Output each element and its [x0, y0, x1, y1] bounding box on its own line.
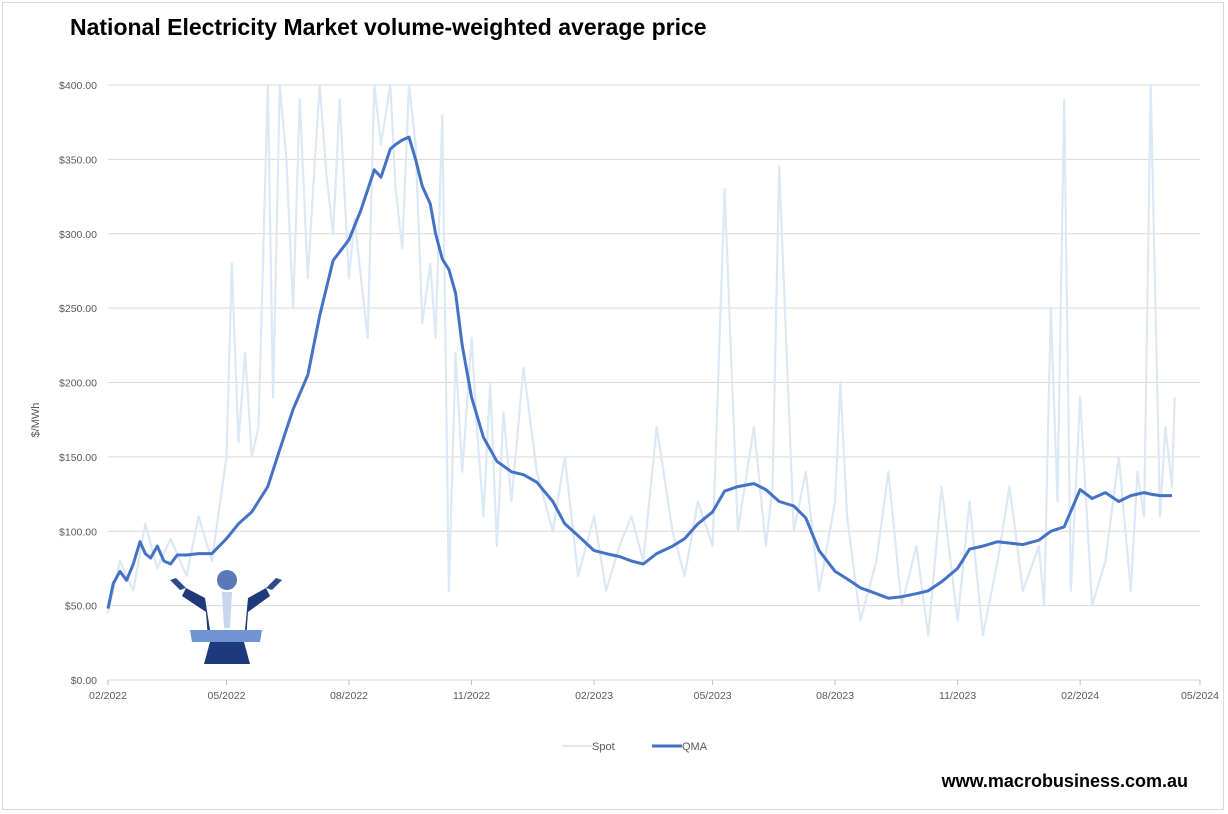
y-tick-label: $150.00 [59, 452, 97, 464]
series-lines [106, 83, 1176, 637]
x-tick-label: 02/2022 [89, 690, 127, 702]
y-tick-label: $0.00 [71, 675, 97, 687]
y-tick-label: $200.00 [59, 378, 97, 390]
legend-label: Spot [592, 741, 615, 753]
x-tick-label: 05/2024 [1181, 690, 1219, 702]
x-tick-label: 02/2024 [1061, 690, 1099, 702]
x-tick-label: 11/2022 [453, 690, 490, 702]
series-line-spot [106, 83, 1176, 637]
series-line-qma [106, 135, 1172, 609]
site-watermark: www.macrobusiness.com.au [941, 771, 1188, 791]
x-tick-labels: 02/2022 05/2022 08/2022 11/2022 02/2023 05/20… [89, 680, 1219, 702]
y-tick-label: $350.00 [59, 154, 97, 166]
x-tick-label: 11/2023 [939, 690, 976, 702]
grid-lines [108, 84, 1200, 681]
legend: Spot QMA [562, 741, 708, 753]
y-tick-labels: $0.00 $50.00 $100.00 $150.00 $200.00 $250.00 $… [59, 80, 97, 687]
y-tick-label: $300.00 [59, 229, 97, 241]
x-tick-label: 05/2022 [208, 690, 246, 702]
presenter-photo-icon [170, 570, 282, 664]
x-tick-label: 08/2022 [330, 690, 368, 702]
y-tick-label: $400.00 [59, 80, 97, 92]
x-tick-label: 02/2023 [575, 690, 613, 702]
y-tick-label: $100.00 [59, 526, 97, 538]
legend-label: QMA [682, 741, 708, 753]
y-tick-label: $250.00 [59, 303, 97, 315]
chart-title: National Electricity Market volume-weigh… [70, 14, 707, 40]
x-tick-label: 05/2023 [694, 690, 732, 702]
x-tick-label: 08/2023 [816, 690, 854, 702]
y-tick-label: $50.00 [65, 601, 97, 613]
